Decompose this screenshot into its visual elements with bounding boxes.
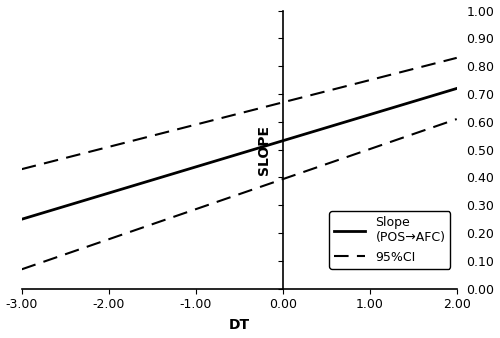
Y-axis label: SLOPE: SLOPE <box>257 125 271 175</box>
Legend: Slope
(POS→AFC), 95%CI: Slope (POS→AFC), 95%CI <box>329 211 450 269</box>
X-axis label: DT: DT <box>228 318 250 333</box>
